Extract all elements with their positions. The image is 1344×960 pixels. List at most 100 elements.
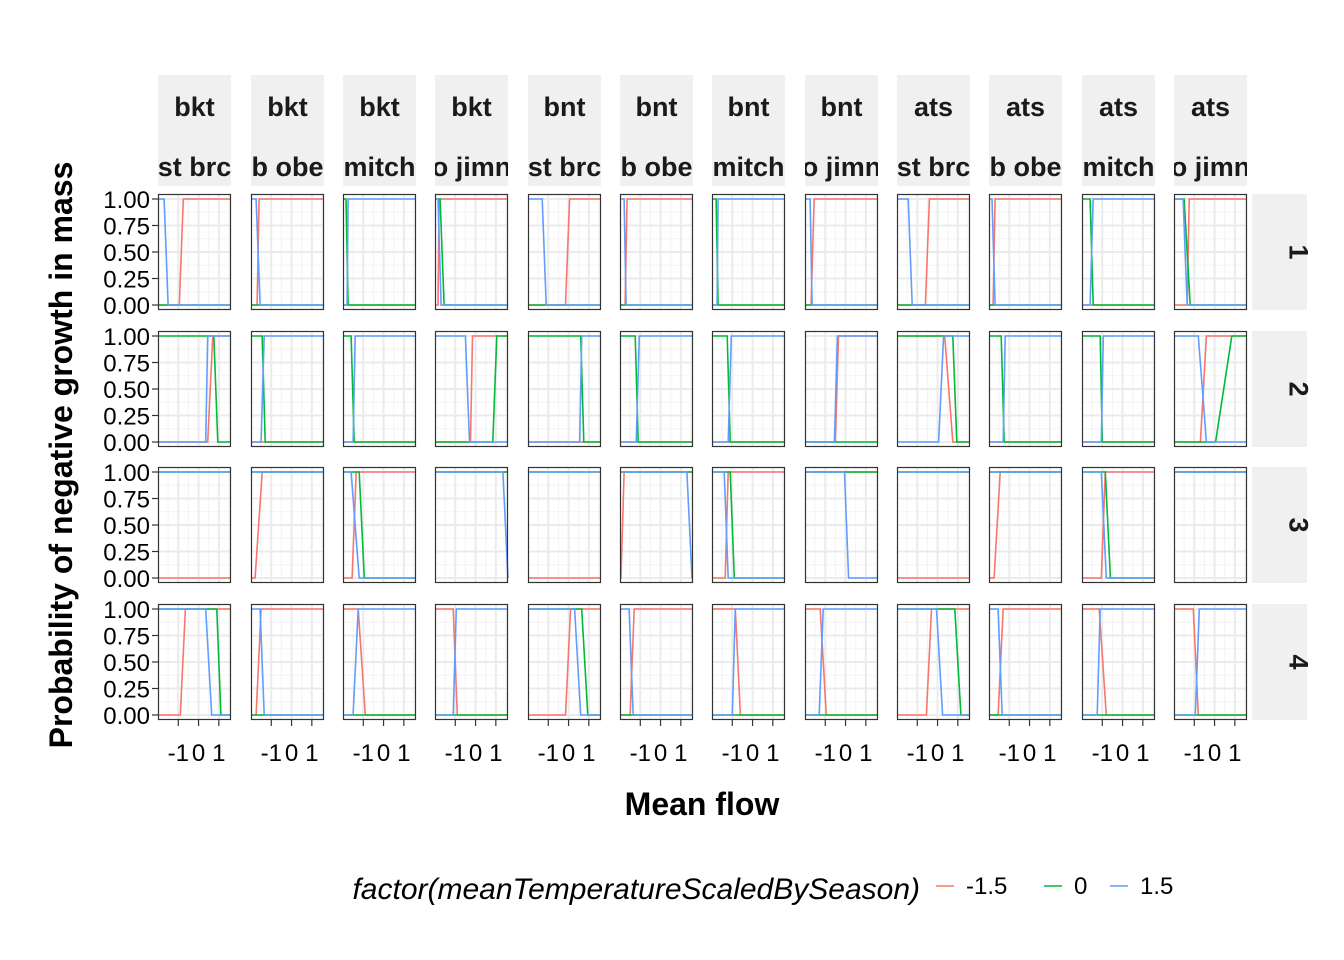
panel-border (250, 466, 325, 584)
x-tick-label: -1 (168, 740, 189, 767)
facet-panel (1081, 193, 1156, 311)
series-line-1-5 (1082, 198, 1155, 306)
facet-panel (619, 193, 694, 311)
panel-border (1081, 330, 1156, 448)
series-line-0 (1174, 335, 1247, 443)
x-tick-label: 1 (674, 740, 687, 767)
y-tick-label: 1.00 (103, 324, 150, 351)
panel-border (711, 466, 786, 584)
facet-panel (250, 466, 325, 584)
series-line-1-5 (435, 335, 508, 443)
x-tick-label: -1 (630, 740, 651, 767)
legend-label: 0 (1074, 873, 1087, 900)
series-line-1-5 (620, 335, 693, 443)
y-tick-label: 0.75 (103, 214, 150, 241)
column-strip-species: bnt (728, 92, 770, 122)
x-tick-label: 1 (1228, 740, 1241, 767)
panel-border (1173, 193, 1248, 311)
x-tick-label: -1 (907, 740, 928, 767)
facet-panel (804, 466, 879, 584)
panel-border (342, 603, 417, 721)
column-strip (1082, 75, 1155, 186)
facet-panel (896, 466, 971, 584)
column-strip (712, 75, 785, 186)
column-strip-species: bkt (451, 92, 492, 122)
row-strip (1252, 604, 1307, 720)
x-tick-label: 0 (931, 740, 944, 767)
y-tick-label: 1.00 (103, 187, 150, 214)
panel-border (250, 193, 325, 311)
column-strip-river: b obe (990, 152, 1062, 182)
x-tick-label: -1 (722, 740, 743, 767)
x-tick-label: 0 (654, 740, 667, 767)
panel-border (988, 466, 1063, 584)
panel-border (1081, 193, 1156, 311)
facet-panel (527, 330, 602, 448)
series-line-1-5 (528, 198, 601, 306)
series-line-1-5 (251, 608, 324, 716)
series-line-1-5 (897, 608, 970, 716)
panel-border (157, 603, 232, 721)
series-line-1-5 (158, 335, 231, 443)
x-tick-label: -1 (999, 740, 1020, 767)
column-strip (989, 75, 1062, 186)
panel-border (434, 603, 509, 721)
column-strip-river: mitch (712, 152, 784, 182)
column-strip-river: st brc (528, 152, 602, 182)
series-line-1-5 (805, 335, 878, 443)
y-tick-label: 0.25 (103, 267, 150, 294)
panel-border (157, 193, 232, 311)
facet-panels: bkt st brc bkt b obe bkt mitch bkt o jimn bnt st … (103, 75, 1314, 767)
panel-border (250, 603, 325, 721)
facet-panel (1173, 466, 1248, 584)
column-strip-species: bnt (821, 92, 863, 122)
series-line-1-5 (251, 198, 324, 306)
facet-panel (711, 193, 786, 311)
facet-panel (1081, 330, 1156, 448)
panel-border (896, 330, 971, 448)
series-line-0 (251, 335, 324, 443)
panel-border (804, 330, 879, 448)
series-line-1-5 (528, 335, 601, 443)
column-strip-species: ats (1006, 92, 1045, 122)
x-tick-label: 1 (305, 740, 318, 767)
panel-border (619, 603, 694, 721)
series-line-0 (620, 335, 693, 443)
x-tick-label: 1 (859, 740, 872, 767)
facet-panel (342, 603, 417, 721)
column-strip-species: ats (1191, 92, 1230, 122)
facet-panel (619, 330, 694, 448)
facet-panel (711, 466, 786, 584)
y-tick-label: 0.50 (103, 513, 150, 540)
column-strip-river: st brc (158, 152, 232, 182)
series-line-1-5 (343, 335, 416, 443)
panel-border (1081, 466, 1156, 584)
series-line-1-5 (435, 608, 508, 716)
x-tick-label: 1 (766, 740, 779, 767)
column-strip-river: mitch (343, 152, 415, 182)
column-strip (620, 75, 693, 186)
facet-panel (250, 603, 325, 721)
column-strip-species: bnt (544, 92, 586, 122)
panel-border (527, 330, 602, 448)
series-line-1-5 (897, 198, 970, 306)
series-line-neg1-5 (1174, 198, 1247, 306)
facet-panel (1081, 466, 1156, 584)
x-tick-label: 1 (951, 740, 964, 767)
row-strip (1252, 194, 1307, 310)
panel-border (804, 603, 879, 721)
series-line-1-5 (989, 335, 1062, 443)
series-line-1-5 (1082, 335, 1155, 443)
column-strip (343, 75, 416, 186)
panel-border (619, 466, 694, 584)
facet-panel (527, 193, 602, 311)
x-tick-label: 0 (839, 740, 852, 767)
x-tick-label: -1 (538, 740, 559, 767)
y-tick-label: 1.00 (103, 460, 150, 487)
x-tick-label: -1 (261, 740, 282, 767)
row-strip-label: 4 (1284, 654, 1314, 669)
series-line-1-5 (158, 198, 231, 306)
column-strip-species: bkt (359, 92, 400, 122)
series-line-1-5 (805, 471, 878, 579)
